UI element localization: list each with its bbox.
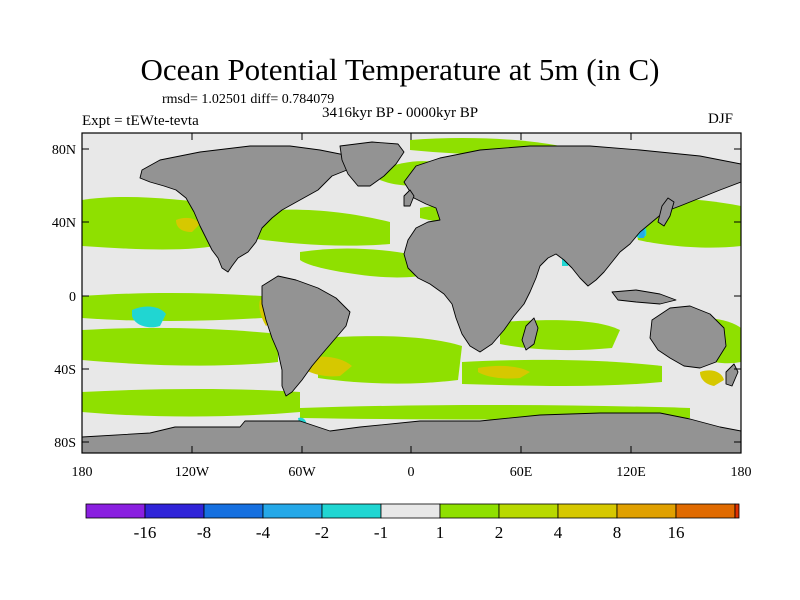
- colorbar-label: -4: [256, 523, 271, 542]
- x-tick-label: 60E: [510, 465, 533, 480]
- anomaly-east-pacific-cool: [132, 306, 166, 328]
- land-eurasia-africa: [403, 145, 741, 353]
- anomaly-southern-ocean-pacific: [82, 389, 300, 417]
- x-tick-label: 120E: [616, 465, 646, 480]
- x-tick-label: 0: [408, 465, 415, 480]
- colorbar-label: -1: [374, 523, 388, 542]
- colorbar-label: 16: [668, 523, 685, 542]
- land-australia: [649, 305, 727, 369]
- colorbar-label: -8: [197, 523, 211, 542]
- anomaly-south-indian: [500, 320, 620, 351]
- colorbar-bin: [203, 503, 264, 519]
- experiment-label: Expt = tEWte-tevta: [82, 113, 199, 129]
- land-indonesia: [611, 289, 677, 305]
- colorbar-bin: [262, 503, 323, 519]
- colorbar: -16 -8 -4 -2 -1 1 2 4 8 16: [85, 503, 740, 542]
- anomaly-kuroshio: [176, 217, 200, 232]
- land-masses: [82, 141, 741, 453]
- x-tick-labels: 180 120W 60W 0 60E 120E 180: [72, 465, 752, 480]
- season-label: DJF: [708, 111, 734, 127]
- land-uk: [403, 189, 415, 207]
- colorbar-bin: [85, 503, 146, 519]
- colorbar-label: 8: [613, 523, 622, 542]
- period-label: 3416kyr BP - 0000kyr BP: [322, 105, 479, 121]
- land-japan: [657, 197, 675, 227]
- colorbar-label: 2: [495, 523, 504, 542]
- x-tick-label: 180: [72, 465, 93, 480]
- colorbar-labels: -16 -8 -4 -2 -1 1 2 4 8 16: [134, 523, 685, 542]
- colorbar-label: -2: [315, 523, 329, 542]
- x-tick-label: 180: [731, 465, 752, 480]
- colorbar-bin: [557, 503, 618, 519]
- colorbar-bin: [321, 503, 382, 519]
- x-axis-ticks: [81, 133, 742, 453]
- land-south-america: [261, 275, 351, 397]
- colorbar-bin: [498, 503, 559, 519]
- colorbar-bin: [616, 503, 677, 519]
- land-madagascar: [521, 317, 539, 351]
- anomaly-east-australia: [700, 370, 724, 386]
- land-greenland: [339, 141, 405, 187]
- y-tick-label: 80N: [52, 143, 76, 158]
- colorbar-bin: [439, 503, 500, 519]
- anomaly-south-pacific: [82, 327, 278, 366]
- x-tick-label: 60W: [288, 465, 316, 480]
- anomaly-agulhas: [478, 365, 530, 379]
- colorbar-bins: [85, 503, 740, 519]
- y-tick-label: 40N: [52, 216, 76, 231]
- map-plot-area: [82, 133, 741, 453]
- chart-title: Ocean Potential Temperature at 5m (in C): [140, 52, 660, 87]
- colorbar-bin: [675, 503, 736, 519]
- y-tick-label: 80S: [54, 436, 76, 451]
- colorbar-label: -16: [134, 523, 157, 542]
- y-tick-label: 0: [69, 290, 76, 305]
- colorbar-label: 4: [554, 523, 563, 542]
- anomaly-north-atlantic: [248, 209, 390, 246]
- anomaly-southern-ocean-atlantic: [318, 336, 462, 384]
- anomaly-southern-ocean-indian: [462, 359, 662, 386]
- colorbar-label: 1: [436, 523, 445, 542]
- x-tick-label: 120W: [175, 465, 210, 480]
- y-tick-labels: 80N 40N 0 40S 80S: [52, 143, 76, 451]
- land-north-america: [139, 145, 353, 273]
- y-tick-label: 40S: [54, 363, 76, 378]
- y-axis-ticks: [82, 148, 741, 443]
- colorbar-bin: [734, 503, 740, 519]
- colorbar-bin: [380, 503, 441, 519]
- anomaly-equatorial-pacific: [82, 293, 262, 321]
- colorbar-bin: [144, 503, 205, 519]
- land-antarctica: [82, 412, 741, 453]
- stats-text: rmsd= 1.02501 diff= 0.784079: [162, 92, 335, 107]
